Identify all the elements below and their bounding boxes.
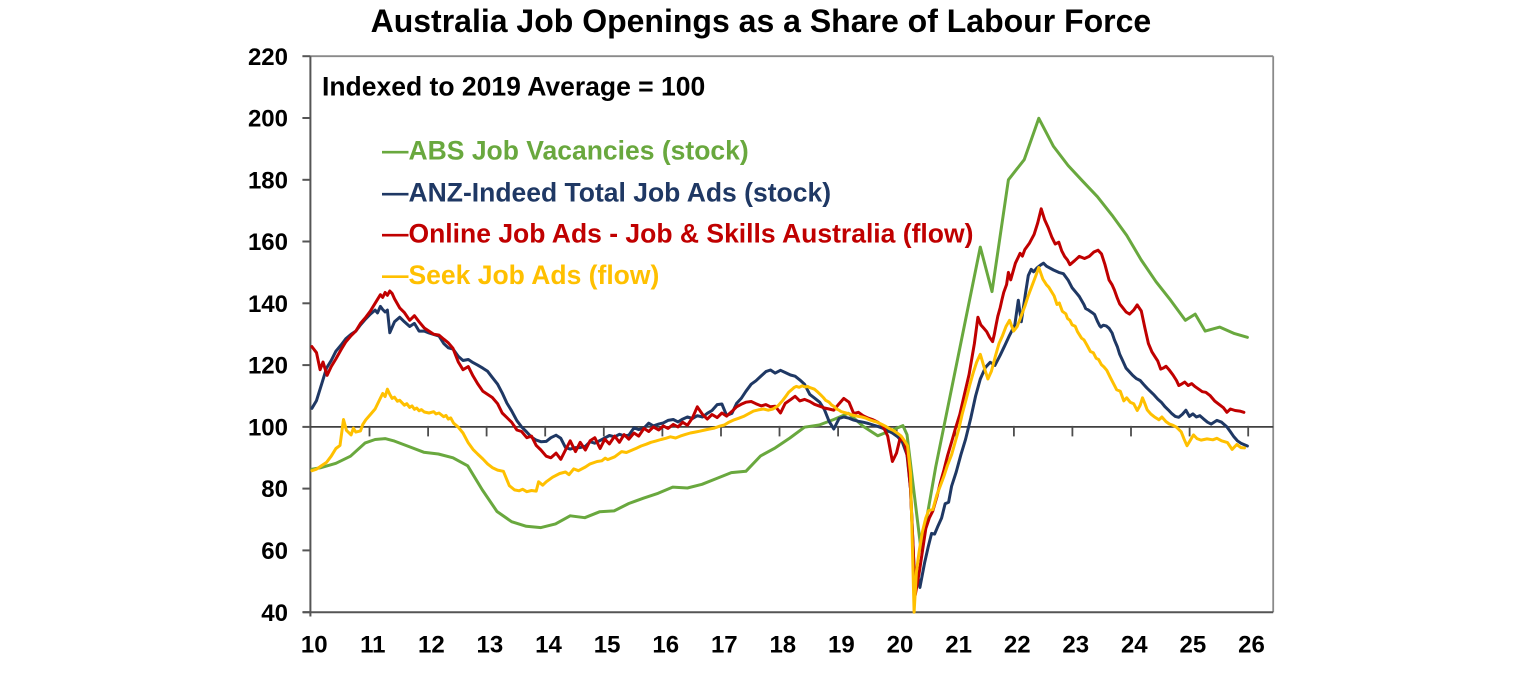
svg-text:120: 120 — [248, 353, 288, 380]
svg-text:40: 40 — [261, 600, 288, 627]
svg-text:19: 19 — [828, 632, 855, 659]
svg-text:100: 100 — [248, 415, 288, 442]
svg-text:160: 160 — [248, 229, 288, 256]
svg-text:—Seek Job Ads (flow): —Seek Job Ads (flow) — [382, 260, 659, 290]
svg-text:17: 17 — [711, 632, 738, 659]
svg-text:20: 20 — [887, 632, 914, 659]
svg-text:11: 11 — [360, 632, 385, 659]
svg-text:180: 180 — [248, 167, 288, 194]
svg-text:140: 140 — [248, 291, 288, 318]
svg-text:80: 80 — [261, 476, 288, 503]
svg-text:13: 13 — [477, 632, 504, 659]
svg-text:Australia Job Openings as a Sh: Australia Job Openings as a Share of Lab… — [371, 3, 1152, 39]
svg-text:16: 16 — [652, 632, 679, 659]
svg-text:25: 25 — [1180, 632, 1207, 659]
svg-text:26: 26 — [1238, 632, 1265, 659]
svg-text:23: 23 — [1062, 632, 1089, 659]
svg-text:—ABS Job Vacancies (stock): —ABS Job Vacancies (stock) — [382, 136, 749, 166]
svg-text:21: 21 — [945, 632, 972, 659]
svg-text:15: 15 — [594, 632, 621, 659]
svg-text:220: 220 — [248, 44, 288, 71]
svg-text:22: 22 — [1004, 632, 1031, 659]
svg-text:18: 18 — [769, 632, 796, 659]
svg-text:—Online Job Ads - Job & Skills: —Online Job Ads - Job & Skills Australia… — [382, 219, 973, 249]
svg-text:14: 14 — [535, 632, 562, 659]
svg-text:60: 60 — [261, 538, 288, 565]
svg-text:24: 24 — [1121, 632, 1148, 659]
svg-text:200: 200 — [248, 106, 288, 133]
svg-text:—ANZ-Indeed Total Job Ads (sto: —ANZ-Indeed Total Job Ads (stock) — [382, 178, 831, 208]
svg-text:Indexed to 2019 Average = 100: Indexed to 2019 Average = 100 — [322, 71, 705, 101]
svg-text:12: 12 — [418, 632, 445, 659]
svg-text:10: 10 — [301, 632, 328, 659]
